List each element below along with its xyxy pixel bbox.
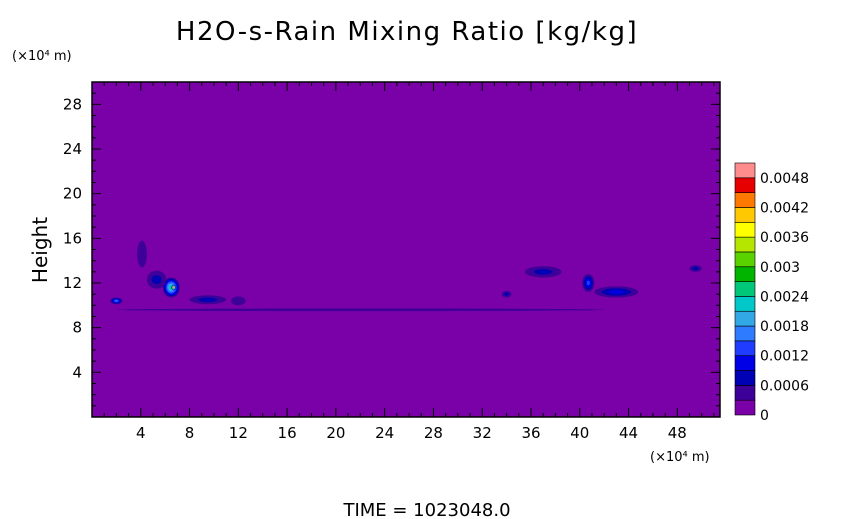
colorbar-bin — [734, 221, 756, 238]
heatmap-feature — [582, 274, 595, 292]
colorbar: 0 0.0006 0.0012 0.0018 0.0024 0.003 0.0036 0.00… — [734, 162, 809, 424]
colorbar-label: 0.0012 — [760, 349, 809, 365]
y-axis-label: Height — [28, 217, 52, 283]
heatmap-feature — [689, 265, 702, 272]
heatmap-contour — [198, 297, 217, 302]
time-label: TIME = 1023048.0 — [342, 500, 510, 519]
heatmap-feature — [116, 308, 605, 312]
x-tick-label: 4 — [136, 424, 146, 442]
x-tick-label: 48 — [668, 424, 687, 442]
colorbar-label: 0.0018 — [760, 319, 809, 335]
colorbar-bin — [734, 207, 756, 223]
heatmap-feature — [137, 240, 147, 268]
colorbar-bin — [734, 266, 756, 282]
y-tick-label: 28 — [63, 95, 82, 113]
y-tick-label: 24 — [63, 140, 82, 158]
colorbar-label: 0.0024 — [760, 289, 809, 305]
colorbar-bin — [734, 355, 756, 371]
colorbar-bin — [734, 251, 756, 268]
colorbar-bin — [734, 192, 756, 208]
x-tick-label: 24 — [375, 424, 394, 442]
y-tick-label: 8 — [72, 319, 82, 337]
colorbar-bin — [734, 325, 756, 342]
heatmap-contour — [609, 290, 624, 294]
chart-title: H2O-s-Rain Mixing Ratio [kg/kg] — [176, 17, 638, 47]
heatmap-contour — [116, 308, 605, 312]
x-tick-label: 16 — [278, 424, 297, 442]
heatmap-contour — [231, 296, 246, 306]
plot-area — [91, 81, 721, 418]
heatmap-contour — [172, 286, 175, 289]
colorbar-bin — [734, 296, 756, 312]
colorbar-bin — [734, 399, 756, 416]
x-tick-label: 20 — [326, 424, 345, 442]
colorbar-bin — [734, 162, 756, 179]
heatmap-feature — [171, 284, 176, 291]
x-tick-label: 32 — [473, 424, 492, 442]
colorbar-bin — [734, 310, 756, 327]
colorbar-label: 0.0006 — [760, 378, 809, 394]
heatmap-contour — [504, 292, 510, 296]
y-tick-label: 12 — [63, 274, 82, 292]
x-tick-label: 44 — [619, 424, 638, 442]
heatmap-feature — [524, 266, 562, 278]
y-axis: 4 8 12 16 20 24 28 — [63, 81, 720, 418]
colorbar-bin — [734, 340, 756, 357]
colorbar-bin — [734, 281, 756, 297]
heatmap-contour — [534, 269, 553, 275]
heatmap-background — [92, 82, 720, 417]
colorbar-bin — [734, 385, 756, 401]
heatmap-feature — [594, 286, 639, 298]
colorbar-bin — [734, 370, 756, 386]
colorbar-label: 0.0042 — [760, 200, 809, 216]
colorbar-label: 0 — [760, 408, 769, 424]
heatmap-feature — [231, 296, 246, 306]
heatmap-contour — [137, 240, 147, 268]
colorbar-label: 0.0048 — [760, 171, 809, 187]
heatmap-contour — [115, 300, 118, 302]
heatmap-feature — [162, 277, 180, 298]
y-axis-unit: (×10⁴ m) — [12, 49, 72, 64]
x-tick-label: 8 — [185, 424, 195, 442]
y-tick-label: 4 — [72, 363, 82, 381]
colorbar-bin — [734, 177, 756, 193]
y-tick-label: 20 — [63, 185, 82, 203]
x-tick-label: 36 — [521, 424, 540, 442]
heatmap-feature — [110, 297, 123, 305]
colorbar-label: 0.0036 — [760, 230, 809, 246]
x-tick-label: 28 — [424, 424, 443, 442]
x-axis-unit: (×10⁴ m) — [650, 450, 710, 465]
colorbar-label: 0.003 — [760, 260, 800, 276]
heatmap-feature — [501, 290, 512, 298]
x-axis: 4 8 12 16 20 24 28 32 36 40 44 48 — [91, 82, 715, 442]
heatmap-contour — [151, 275, 162, 285]
heatmap-contour — [692, 266, 699, 271]
heatmap-feature — [189, 295, 227, 305]
colorbar-bin — [734, 236, 756, 253]
x-tick-label: 12 — [229, 424, 248, 442]
y-tick-label: 16 — [63, 229, 82, 247]
heatmap-feature — [146, 270, 167, 289]
heatmap-contour — [586, 280, 590, 286]
x-tick-label: 40 — [570, 424, 589, 442]
